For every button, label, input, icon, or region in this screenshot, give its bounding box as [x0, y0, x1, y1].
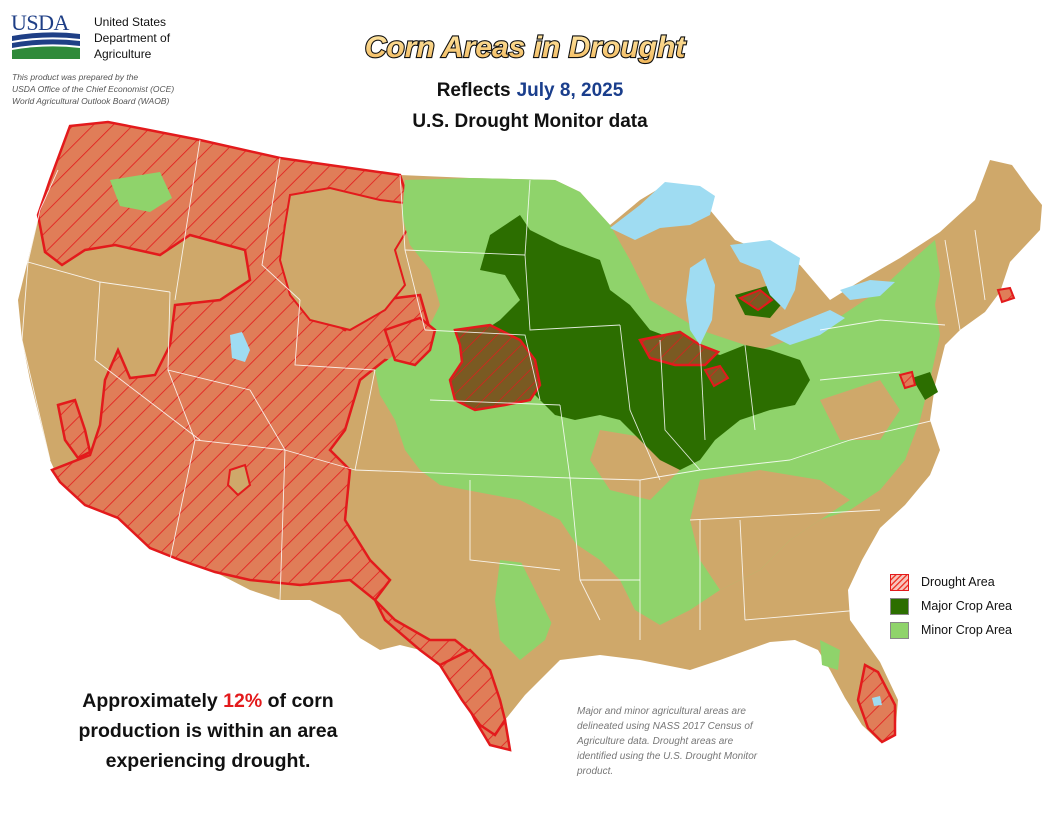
- legend-item-minor-crop: Minor Crop Area: [890, 618, 1012, 642]
- summary-prefix: Approximately: [82, 690, 224, 712]
- agency-line: Department of: [94, 31, 171, 45]
- lake-okeechobee: [872, 696, 882, 706]
- minor-crop-swatch: [890, 621, 909, 639]
- note-line: Major and minor agricultural areas are: [577, 706, 746, 717]
- usda-logo: USDA: [11, 10, 80, 59]
- map-title-text: Corn Areas in Drought: [365, 31, 688, 64]
- drought-area-michigan: [737, 288, 774, 312]
- drought-percentage: 12%: [223, 690, 263, 712]
- drought-area-illinois-indiana: [638, 330, 721, 367]
- major-crop-area-delmarva: [912, 372, 938, 400]
- great-lakes: [610, 182, 895, 345]
- drought-area-nw-nebraska: [383, 316, 437, 367]
- reflects-line: Reflects July 8, 2025: [380, 80, 680, 102]
- legend-item-drought: Drought Area: [890, 570, 1012, 594]
- state-borders: [21, 139, 986, 640]
- note-line: identified using the U.S. Drought Monito…: [577, 751, 758, 762]
- data-source-line: U.S. Drought Monitor data: [412, 111, 648, 132]
- drought-area-southern-indiana: [703, 364, 730, 388]
- non-drought-utah-spot: [226, 463, 252, 497]
- non-drought-idaho-montana: [278, 186, 434, 332]
- agency-name: United States Department of Agriculture: [94, 14, 170, 62]
- map-title: Corn Areas in Drought: [364, 30, 689, 65]
- prepared-line: World Agricultural Outlook Board (WAOB): [12, 96, 170, 106]
- drought-area-new-england: [996, 286, 1016, 304]
- summary-line-2: production is within an area: [78, 720, 338, 742]
- summary-suffix: of corn: [262, 690, 334, 712]
- drought-area-nebraska: [448, 323, 542, 412]
- drought-swatch: [890, 573, 909, 591]
- usda-logo-text: USDA: [11, 10, 70, 35]
- note-line: product.: [577, 766, 614, 777]
- agency-line: United States: [94, 15, 167, 29]
- summary-line-3: experiencing drought.: [105, 750, 311, 772]
- legend-label: Drought Area: [921, 575, 995, 589]
- summary-line-1: Approximately 12% of corn: [40, 686, 376, 716]
- major-crop-swatch: [890, 597, 909, 615]
- us-corn-drought-map: [18, 120, 1042, 752]
- legend-item-major-crop: Major Crop Area: [890, 594, 1012, 618]
- drought-area-texas-south: [438, 648, 507, 737]
- reflects-date: July 8, 2025: [516, 80, 624, 101]
- great-salt-lake: [230, 332, 250, 362]
- legend-label: Major Crop Area: [921, 599, 1013, 613]
- drought-area-maryland: [898, 370, 917, 390]
- usda-logo-green-field: [12, 46, 80, 59]
- major-crop-area-corn-belt: [460, 215, 810, 470]
- reflects-label: Reflects: [436, 80, 511, 101]
- non-crop-areas-south: [440, 380, 900, 640]
- summary-statement: Approximately 12% of corn production is …: [40, 686, 376, 776]
- prepared-line: USDA Office of the Chief Economist (OCE): [12, 84, 175, 94]
- legend-label: Minor Crop Area: [921, 623, 1013, 637]
- prepared-by-note: This product was prepared by the USDA Of…: [12, 71, 174, 107]
- note-line: Agriculture data. Drought areas are: [577, 736, 734, 747]
- methodology-note: Major and minor agricultural areas are d…: [577, 704, 757, 779]
- map-legend: Drought Area Major Crop Area Minor Crop …: [890, 570, 1012, 642]
- prepared-line: This product was prepared by the: [12, 72, 139, 82]
- agency-line: Agriculture: [94, 47, 152, 61]
- note-line: delineated using NASS 2017 Census of: [577, 721, 753, 732]
- usda-logo-field-lines: [12, 32, 80, 48]
- drought-area-california: [56, 398, 92, 460]
